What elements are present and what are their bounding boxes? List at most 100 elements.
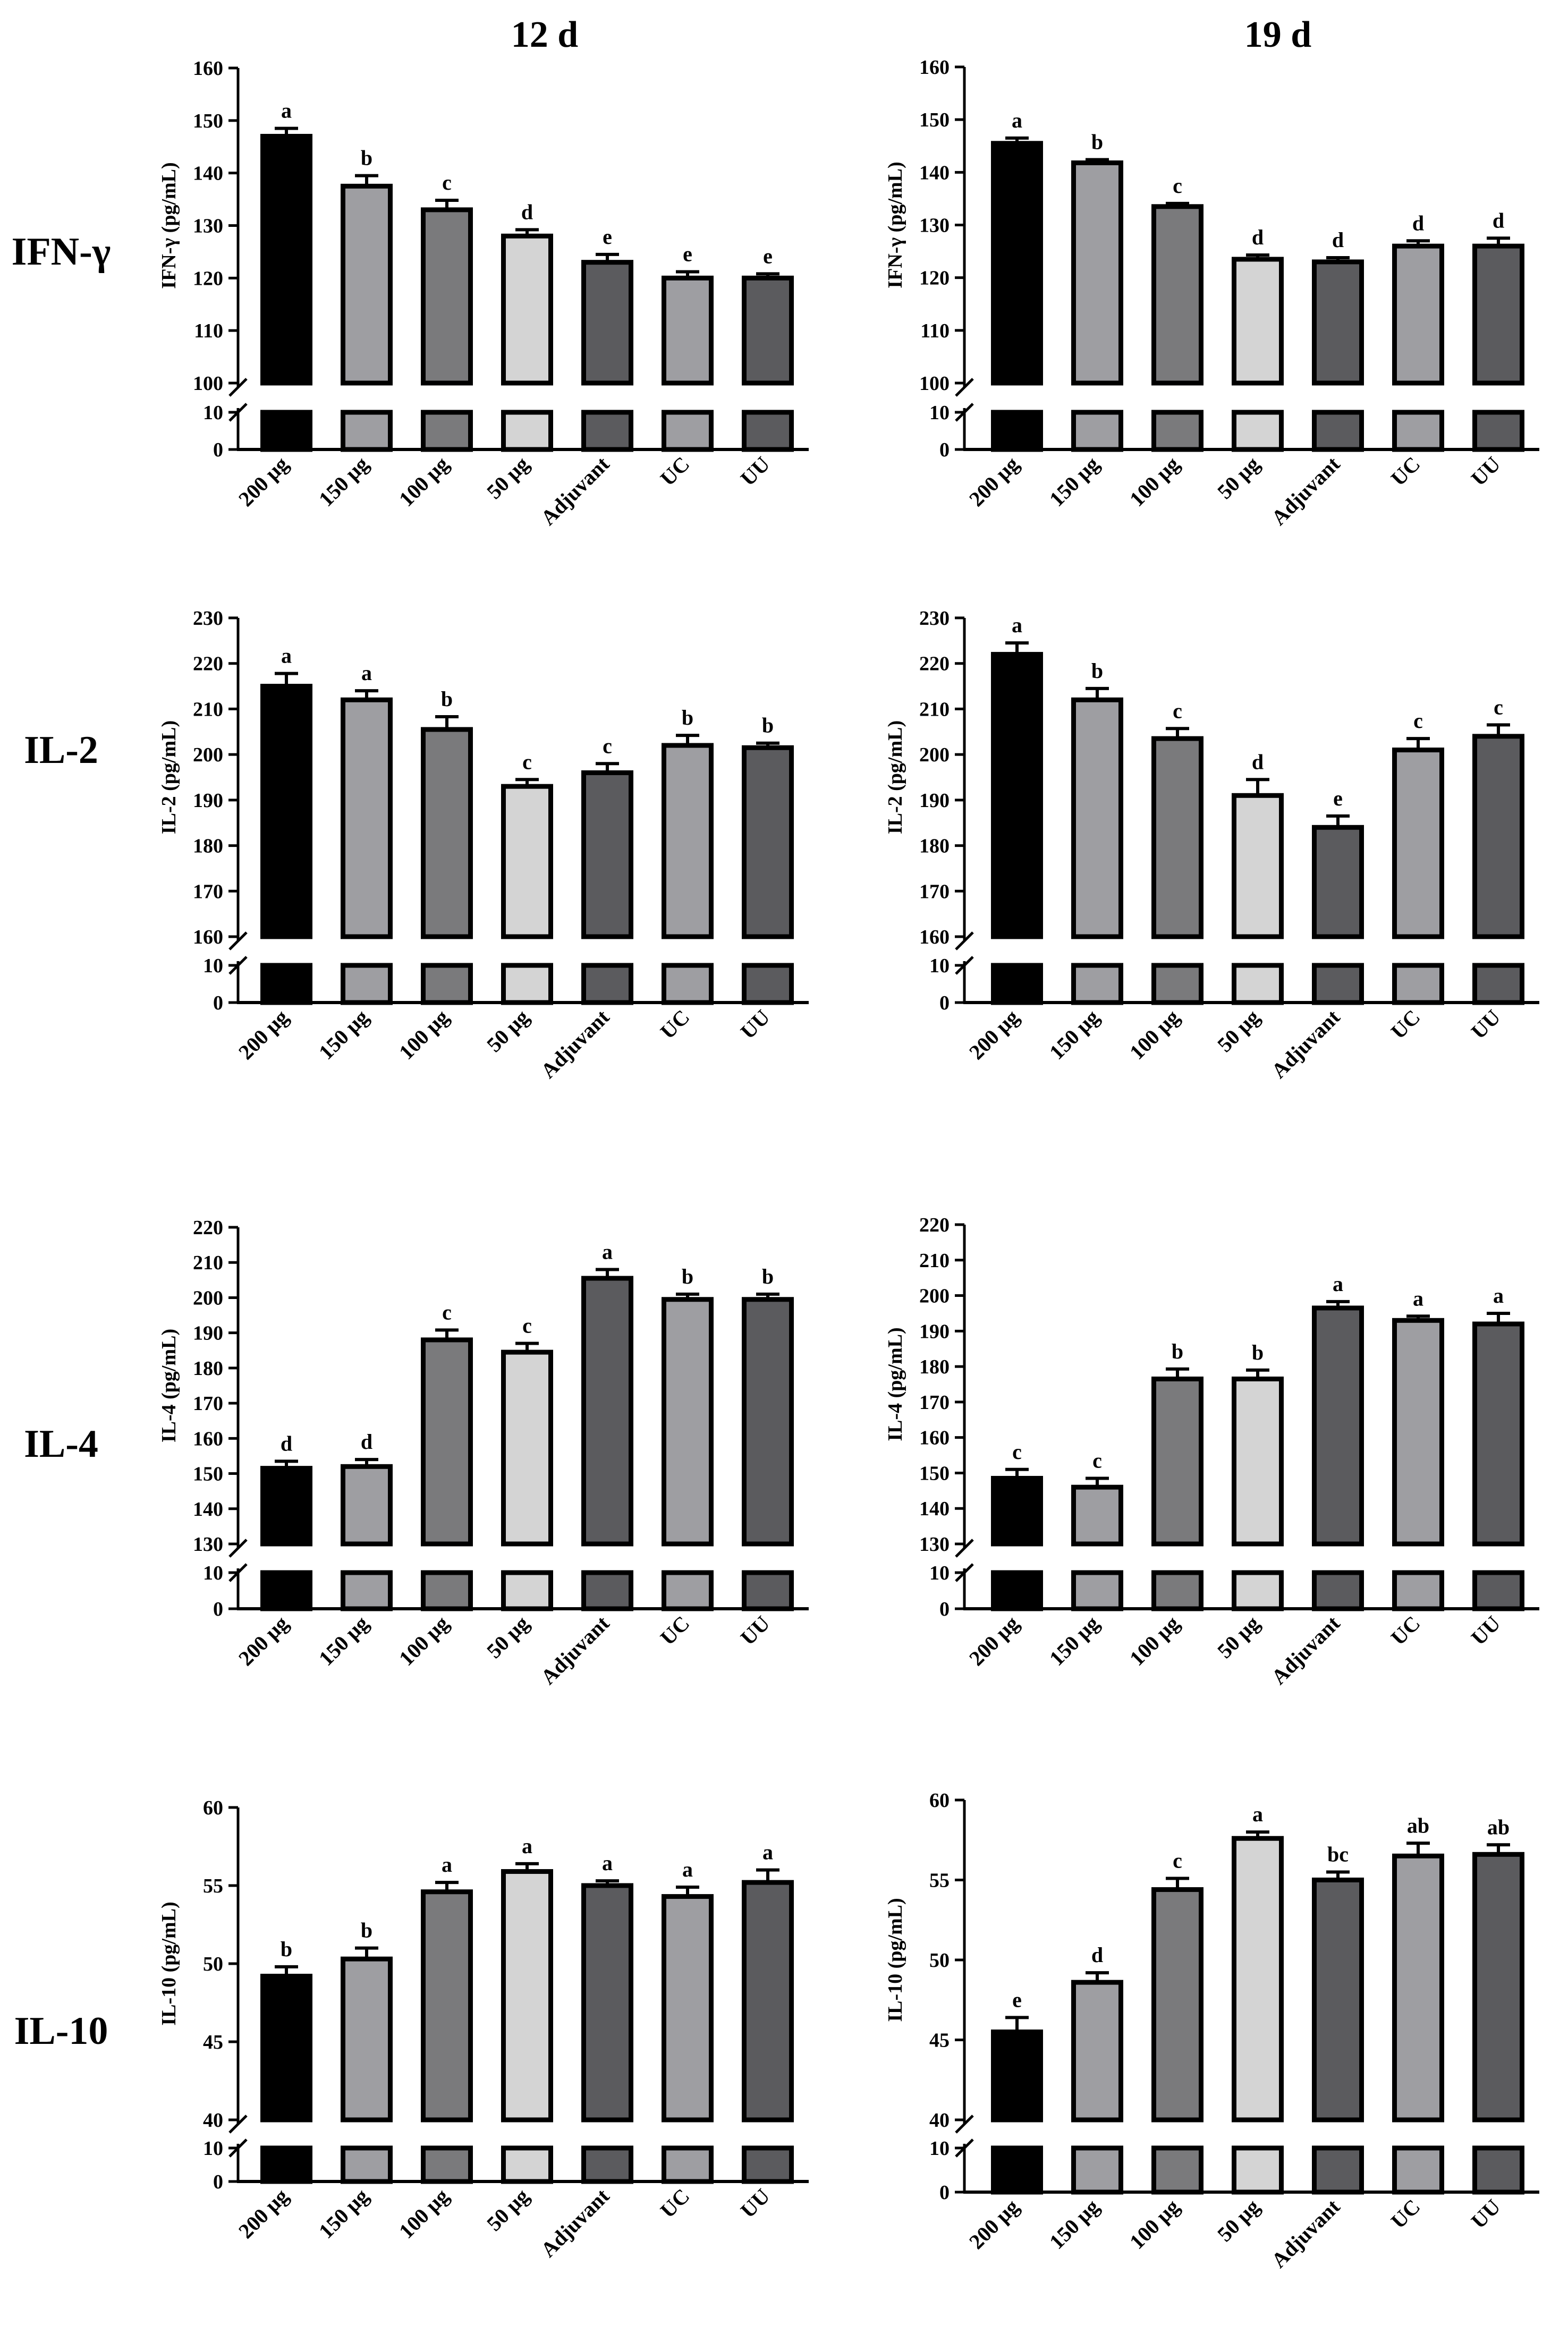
bar-lower-2 xyxy=(1151,963,1203,1005)
bar-upper-1 xyxy=(1071,1484,1123,1547)
y-tick-label-upper-3: 55 xyxy=(203,1875,223,1897)
y-axis-label: IL-2 (pg/mL) xyxy=(158,720,180,834)
panel-il-10-12d: b 200 μg b 150 μg a 100 μg a 50 μg a Adjuvant a UC a… xyxy=(158,1797,809,2262)
bar-lower-0 xyxy=(260,2145,312,2184)
category-label-2: 100 μg xyxy=(1125,1611,1184,1671)
y-tick-label-lower-0: 0 xyxy=(939,1598,950,1620)
y-tick-label-upper-1: 170 xyxy=(193,880,223,903)
panel-ifn-gamma-12d: a 200 μg b 150 μg c 100 μg d 50 μg e Adjuvant e UC e… xyxy=(158,57,809,530)
category-label-0: 200 μg xyxy=(964,1005,1024,1065)
bar-lower-3 xyxy=(501,410,553,452)
row-label-il-4: IL-4 xyxy=(24,1422,98,1466)
significance-letter-1: b xyxy=(1091,130,1103,154)
y-tick-label-upper-8: 210 xyxy=(919,1250,950,1272)
category-label-6: UU xyxy=(736,452,775,491)
significance-letter-2: c xyxy=(442,1300,452,1324)
bar-upper-1 xyxy=(1071,1980,1123,2123)
bar-lower-2 xyxy=(421,410,473,452)
axis-break-mark-upper xyxy=(955,931,974,950)
y-tick-label-upper-0: 40 xyxy=(203,2109,223,2132)
bar-lower-0 xyxy=(991,2145,1043,2195)
significance-letter-5: ab xyxy=(1407,1813,1429,1837)
y-tick-label-upper-6: 160 xyxy=(193,57,223,80)
y-tick-label-lower-1: 10 xyxy=(929,2137,950,2160)
category-label-4: Adjuvant xyxy=(1267,1005,1345,1083)
bar-upper-5 xyxy=(1392,1318,1444,1547)
bar-upper-4 xyxy=(1312,1305,1364,1547)
category-label-2: 100 μg xyxy=(1125,2195,1184,2254)
axis-break-mark-upper xyxy=(228,2115,248,2134)
y-tick-label-upper-1: 45 xyxy=(929,2030,950,2052)
significance-letter-1: b xyxy=(361,146,372,170)
axis-break-mark-upper xyxy=(228,931,248,950)
significance-letter-3: d xyxy=(521,200,533,224)
bar-upper-6 xyxy=(1472,1321,1524,1547)
bar-lower-0 xyxy=(991,410,1043,452)
bar-upper-5 xyxy=(662,1297,714,1547)
category-label-5: UC xyxy=(1386,2195,1425,2234)
y-tick-label-upper-0: 100 xyxy=(919,372,950,395)
y-tick-label-upper-6: 220 xyxy=(193,653,223,675)
y-tick-label-upper-4: 170 xyxy=(919,1391,950,1414)
significance-letter-4: e xyxy=(1333,786,1343,810)
bar-lower-6 xyxy=(742,963,794,1005)
y-tick-label-upper-0: 130 xyxy=(919,1533,950,1556)
bar-lower-6 xyxy=(742,1570,794,1611)
significance-letter-0: a xyxy=(281,99,292,123)
bar-upper-5 xyxy=(662,743,714,939)
y-tick-label-upper-1: 170 xyxy=(919,880,950,903)
category-label-4: Adjuvant xyxy=(1267,2194,1345,2272)
bar-lower-6 xyxy=(1472,410,1524,452)
y-tick-label-upper-2: 150 xyxy=(919,1462,950,1484)
y-axis-label: IL-10 (pg/mL) xyxy=(884,1898,906,2022)
y-tick-label-upper-9: 220 xyxy=(919,1214,950,1236)
y-tick-label-upper-3: 190 xyxy=(919,790,950,812)
significance-letter-4: a xyxy=(602,1851,613,1875)
significance-letter-5: a xyxy=(1413,1286,1423,1310)
axis-break-mark-upper xyxy=(955,378,974,397)
bar-lower-4 xyxy=(581,963,633,1005)
bar-lower-2 xyxy=(1151,2145,1203,2195)
bar-lower-2 xyxy=(1151,1570,1203,1611)
y-tick-label-upper-7: 230 xyxy=(193,607,223,630)
category-label-6: UU xyxy=(1467,2195,1505,2234)
category-label-0: 200 μg xyxy=(964,452,1024,512)
category-label-0: 200 μg xyxy=(234,452,293,512)
bar-lower-5 xyxy=(662,2145,714,2184)
category-label-1: 150 μg xyxy=(1045,452,1104,512)
y-tick-label-upper-0: 160 xyxy=(919,926,950,948)
significance-letter-1: b xyxy=(1091,659,1103,683)
significance-letter-2: c xyxy=(1173,1848,1182,1872)
category-label-1: 150 μg xyxy=(1045,2195,1104,2254)
bar-upper-3 xyxy=(501,1869,553,2123)
y-tick-label-lower-1: 10 xyxy=(929,1562,950,1584)
y-tick-label-upper-2: 150 xyxy=(193,1463,223,1485)
category-label-0: 200 μg xyxy=(234,1005,293,1065)
category-label-4: Adjuvant xyxy=(536,1611,614,1689)
bar-lower-0 xyxy=(260,963,312,1005)
y-tick-label-upper-3: 190 xyxy=(193,790,223,812)
y-tick-label-upper-4: 200 xyxy=(919,744,950,766)
y-tick-label-upper-6: 220 xyxy=(919,653,950,675)
category-label-6: UU xyxy=(1467,1611,1505,1650)
y-tick-label-lower-0: 0 xyxy=(213,2171,223,2193)
category-label-0: 200 μg xyxy=(234,1611,293,1671)
y-tick-label-upper-1: 110 xyxy=(920,320,950,342)
bar-upper-3 xyxy=(1232,257,1284,386)
bar-lower-2 xyxy=(1151,410,1203,452)
bar-upper-0 xyxy=(991,2029,1043,2123)
y-tick-label-upper-3: 130 xyxy=(919,215,950,237)
bar-lower-5 xyxy=(1392,410,1444,452)
bar-upper-5 xyxy=(662,1894,714,2123)
bar-upper-2 xyxy=(421,1337,473,1547)
significance-letter-2: b xyxy=(1172,1339,1183,1363)
y-tick-label-upper-6: 190 xyxy=(919,1320,950,1343)
axis-break-mark-upper xyxy=(955,1539,974,1558)
y-axis-label: IFN-γ (pg/mL) xyxy=(158,162,180,288)
bar-upper-4 xyxy=(1312,259,1364,386)
bar-upper-2 xyxy=(1151,1376,1203,1547)
y-tick-label-lower-0: 0 xyxy=(213,439,223,461)
significance-letter-1: d xyxy=(361,1430,372,1454)
row-label-ifn-gamma: IFN-γ xyxy=(12,230,111,274)
